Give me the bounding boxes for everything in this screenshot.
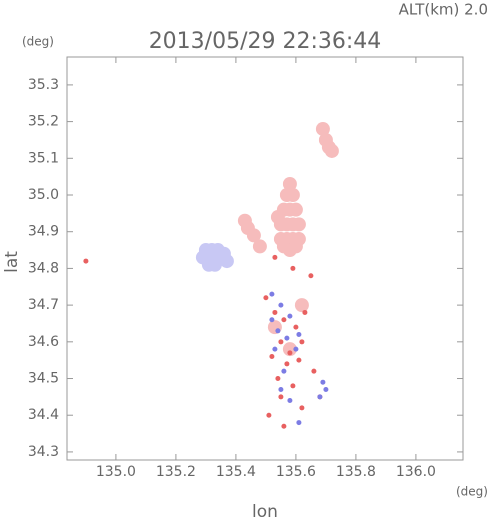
echo-point — [320, 379, 326, 385]
y-tick-label: 35.3 — [28, 77, 59, 93]
echo-point — [272, 346, 278, 352]
echo-point — [293, 346, 299, 352]
echo-point — [263, 295, 269, 301]
echo-point — [237, 213, 252, 228]
echo-point — [288, 239, 303, 254]
x-tick-label: 135.8 — [336, 464, 376, 480]
echo-point — [278, 394, 284, 400]
y-tick-label: 35.0 — [28, 187, 59, 203]
chart-subtitle: ALT(km) 2.0 — [399, 1, 488, 19]
x-tick-label: 135.2 — [156, 464, 196, 480]
echo-point — [288, 202, 303, 217]
echo-point — [290, 265, 296, 271]
echo-point — [207, 257, 222, 272]
echo-point — [252, 239, 267, 254]
echo-point — [281, 317, 287, 323]
echo-point — [308, 273, 314, 279]
y-tick-label: 34.4 — [28, 407, 59, 423]
echo-point — [302, 309, 308, 315]
echo-point — [315, 121, 330, 136]
echo-point — [266, 412, 272, 418]
echo-point — [281, 368, 287, 374]
echo-point — [246, 228, 261, 243]
echo-point — [83, 258, 89, 264]
echo-point — [311, 368, 317, 374]
echo-point — [296, 331, 302, 337]
y-tick-label: 34.6 — [28, 334, 59, 350]
echo-point — [324, 143, 339, 158]
echo-point — [285, 188, 300, 203]
echo-point — [278, 387, 284, 393]
echo-point — [275, 328, 281, 334]
echo-point — [317, 394, 323, 400]
y-tick-label: 34.5 — [28, 371, 59, 387]
y-tick-label: 35.2 — [28, 114, 59, 130]
echo-point — [269, 317, 275, 323]
y-tick-label: 34.7 — [28, 297, 59, 313]
x-tick-label: 135.4 — [216, 464, 256, 480]
echo-point — [216, 246, 231, 261]
echo-point — [287, 398, 293, 404]
x-tick-label: 135.0 — [96, 464, 136, 480]
x-unit: (deg) — [456, 485, 488, 499]
echo-point — [291, 217, 306, 232]
echo-point — [282, 176, 297, 191]
echo-point — [296, 420, 302, 426]
echo-point — [323, 387, 329, 393]
echo-point — [290, 383, 296, 389]
echo-point — [296, 357, 302, 363]
echo-point — [294, 298, 309, 313]
echo-point — [275, 376, 281, 382]
echo-point — [299, 339, 305, 345]
echo-point — [278, 339, 284, 345]
echo-point — [272, 254, 278, 260]
echo-point — [299, 405, 305, 411]
echo-point — [272, 309, 278, 315]
x-tick-label: 136.0 — [396, 464, 436, 480]
echo-point — [287, 313, 293, 319]
y-tick-label: 35.1 — [28, 150, 59, 166]
plot-frame — [66, 56, 464, 461]
echo-point — [284, 361, 290, 367]
echo-point — [269, 291, 275, 297]
echo-point — [269, 353, 275, 359]
x-tick-label: 135.6 — [276, 464, 316, 480]
echo-point — [287, 350, 293, 356]
y-unit: (deg) — [22, 35, 54, 49]
chart-title: 2013/05/29 22:36:44 — [149, 29, 382, 54]
y-tick-label: 34.3 — [28, 444, 59, 460]
x-axis-label: lon — [252, 502, 278, 521]
y-tick-label: 34.8 — [28, 260, 59, 276]
echo-point — [281, 423, 287, 429]
echo-point — [278, 302, 284, 308]
y-axis-label: lat — [2, 251, 22, 273]
echo-point — [282, 342, 297, 357]
echo-point — [293, 324, 299, 330]
echo-point — [270, 210, 285, 225]
echo-point — [284, 335, 290, 341]
y-tick-label: 34.9 — [28, 224, 59, 240]
